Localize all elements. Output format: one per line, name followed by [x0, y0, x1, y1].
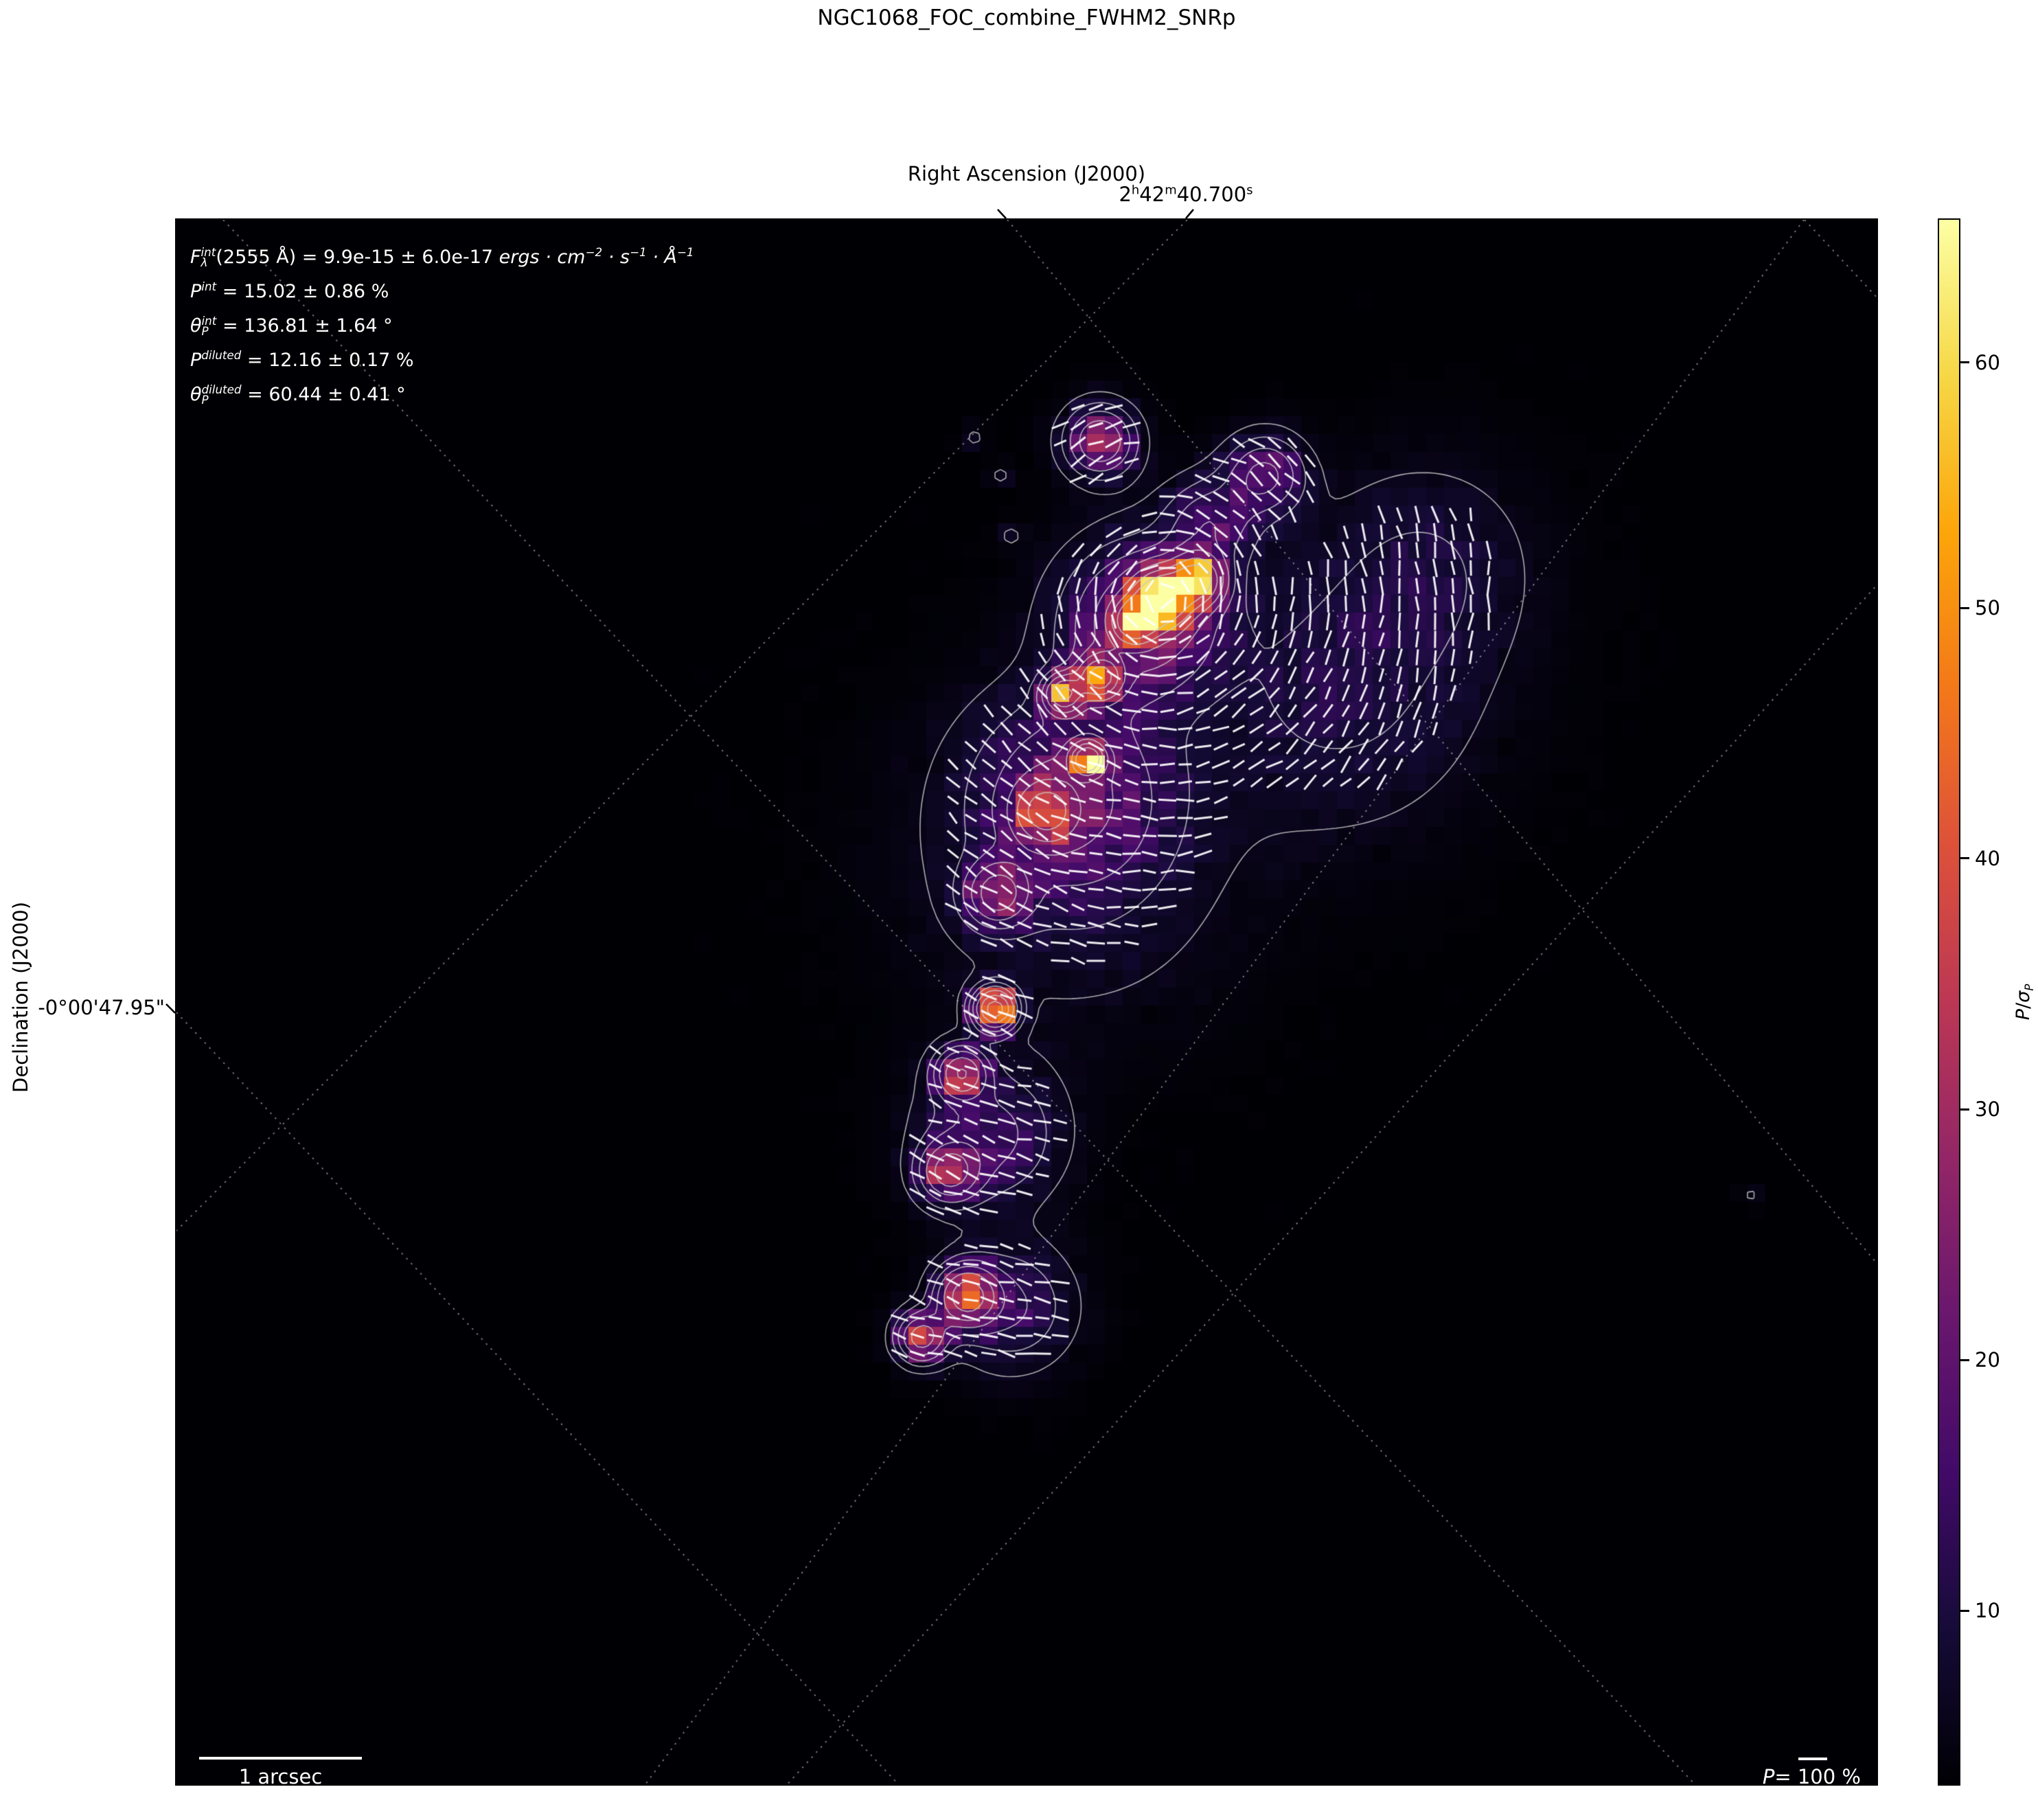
colorbar-gradient: [1939, 220, 1959, 1784]
scalebar-line: [199, 1757, 362, 1760]
colorbar-tick-mark: [1960, 1358, 1969, 1361]
annotation-line: θint P = 136.81 ± 1.64 °: [190, 314, 393, 338]
colorbar-tick-label: 10: [1975, 1599, 2000, 1623]
annotation-line: θdiluted P = 60.44 ± 0.41 °: [190, 383, 406, 407]
vector-legend-label: P= 100 %: [1762, 1765, 1861, 1788]
y-axis-tick-label: -0°00'47.95": [38, 996, 165, 1019]
colorbar: [1938, 218, 1960, 1786]
colorbar-tick-label: 30: [1975, 1097, 2000, 1122]
page-title: NGC1068_FOC_combine_FWHM2_SNRp: [817, 5, 1236, 30]
colorbar-tick-mark: [1960, 1108, 1969, 1111]
colorbar-tick-mark: [1960, 1609, 1969, 1612]
colorbar-tick-label: 50: [1975, 596, 2000, 620]
colorbar-tick-label: 40: [1975, 846, 2000, 870]
colorbar-label: P/σP: [2012, 983, 2037, 1021]
vector-legend-line: [1798, 1758, 1827, 1760]
annotation-line: Pint = 15.02 ± 0.86 %: [190, 280, 389, 302]
annotation-line: Fint λ (2555 Å) = 9.9e-15 ± 6.0e-17 ergs ·…: [190, 245, 694, 269]
x-axis-label: Right Ascension (J2000): [907, 162, 1146, 185]
x-axis-tick-label: 2h42m40.700s: [1119, 183, 1253, 206]
measurement-annotation-block: Fint λ (2555 Å) = 9.9e-15 ± 6.0e-17 ergs ·…: [190, 238, 694, 409]
colorbar-tick-mark: [1960, 361, 1969, 364]
colorbar-tick-label: 60: [1975, 350, 2000, 374]
annotation-line: Pdiluted = 12.16 ± 0.17 %: [190, 348, 414, 371]
scalebar-label: 1 arcsec: [238, 1765, 323, 1788]
colorbar-tick-mark: [1960, 857, 1969, 860]
sky-map-plot-area: Fint λ (2555 Å) = 9.9e-15 ± 6.0e-17 ergs ·…: [175, 218, 1878, 1788]
colorbar-tick-label: 20: [1975, 1348, 2000, 1372]
polarization-heatmap-canvas: [176, 220, 1877, 1784]
colorbar-tick-mark: [1960, 606, 1969, 609]
